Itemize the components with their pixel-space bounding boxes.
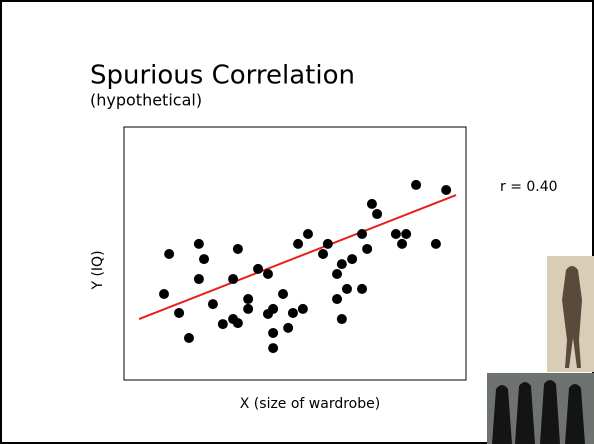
point bbox=[336, 314, 347, 325]
annotation: r = 0.40 bbox=[500, 179, 558, 195]
point bbox=[217, 319, 228, 330]
point bbox=[318, 249, 329, 260]
point bbox=[268, 327, 279, 338]
point bbox=[243, 294, 254, 305]
point bbox=[253, 263, 264, 274]
point bbox=[397, 238, 408, 249]
point bbox=[336, 259, 347, 270]
point bbox=[372, 209, 383, 220]
point bbox=[430, 238, 441, 249]
point bbox=[268, 303, 279, 314]
point bbox=[228, 274, 239, 285]
chart-title: Spurious Correlation bbox=[90, 61, 355, 91]
point bbox=[199, 254, 210, 265]
chart-subtitle: (hypothetical) bbox=[90, 91, 202, 110]
point bbox=[183, 333, 194, 344]
point bbox=[159, 288, 170, 299]
point bbox=[441, 184, 452, 195]
y-axis-label: Y (IQ) bbox=[90, 250, 106, 290]
point bbox=[366, 198, 377, 209]
point bbox=[390, 229, 401, 240]
point bbox=[347, 254, 358, 265]
point bbox=[278, 288, 289, 299]
point bbox=[243, 303, 254, 314]
point bbox=[287, 307, 298, 318]
point bbox=[332, 268, 343, 279]
point bbox=[207, 299, 218, 310]
point bbox=[332, 294, 343, 305]
point bbox=[302, 229, 313, 240]
point bbox=[293, 238, 304, 249]
point bbox=[362, 243, 373, 254]
photo-woman bbox=[547, 256, 594, 372]
point bbox=[262, 268, 273, 279]
point bbox=[357, 229, 368, 240]
point bbox=[322, 238, 333, 249]
trend-line bbox=[138, 194, 457, 320]
point bbox=[357, 283, 368, 294]
point bbox=[283, 322, 294, 333]
point bbox=[268, 343, 279, 354]
photo-men bbox=[487, 373, 594, 444]
point bbox=[401, 229, 412, 240]
x-axis-label: X (size of wardrobe) bbox=[240, 396, 380, 412]
point bbox=[297, 303, 308, 314]
point bbox=[232, 243, 243, 254]
photo-figures bbox=[492, 380, 585, 444]
point bbox=[193, 238, 204, 249]
plot-area bbox=[123, 126, 467, 381]
point bbox=[341, 283, 352, 294]
point bbox=[174, 307, 185, 318]
point bbox=[164, 249, 175, 260]
photo-figure bbox=[562, 266, 582, 368]
point bbox=[411, 179, 422, 190]
point bbox=[193, 274, 204, 285]
point bbox=[232, 318, 243, 329]
